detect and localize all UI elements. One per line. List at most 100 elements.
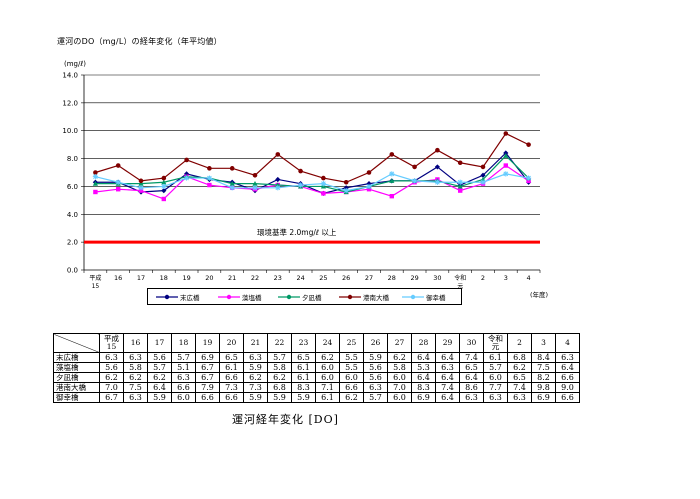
data-point — [229, 181, 235, 186]
table-cell: 8.6 — [459, 382, 484, 393]
table-cell: 7.5 — [123, 382, 148, 393]
legend-label: 港南大橋 — [363, 294, 389, 302]
y-tick-label: 12.0 — [62, 99, 78, 107]
data-point — [115, 163, 121, 168]
reference-label: 環境基準 2.0mg/ℓ 以上 — [257, 227, 337, 237]
data-point — [321, 175, 326, 181]
table-cell: 5.6 — [147, 352, 172, 363]
table-cell: 5.9 — [147, 392, 172, 403]
table-cell: 6.1 — [315, 392, 340, 403]
legend-label: 御幸橋 — [426, 294, 446, 302]
table-cell: 6.2 — [315, 352, 340, 363]
data-point — [321, 191, 326, 196]
table-cell: 6.7 — [195, 372, 220, 383]
x-tick-label: 19 — [182, 274, 190, 282]
chart-legend: 末広橋 藻塩橋 夕凪橋 港南大橋 御幸橋 — [147, 288, 462, 305]
legend-swatch — [156, 294, 178, 300]
table-cell: 6.7 — [99, 392, 124, 403]
table-column-header: 30 — [459, 333, 484, 353]
data-point — [434, 164, 440, 170]
table-cell: 7.3 — [243, 382, 268, 393]
table-column-header: 28 — [411, 333, 436, 353]
series-line — [95, 173, 529, 192]
table-column-header: 24 — [315, 333, 340, 353]
table-corner — [53, 333, 100, 353]
legend-item: 夕凪橋 — [278, 292, 322, 302]
table-cell: 6.3 — [507, 392, 532, 403]
table-cell: 9.0 — [555, 382, 580, 393]
data-point — [457, 183, 463, 189]
table-cell: 7.0 — [99, 382, 124, 393]
data-point — [138, 178, 144, 184]
data-point — [434, 179, 440, 185]
y-tick-label: 4.0 — [67, 211, 78, 219]
data-point — [503, 163, 508, 168]
x-tick-label: 23 — [274, 274, 282, 282]
table-cell: 5.3 — [411, 362, 436, 373]
y-axis-unit: (mg/ℓ) — [64, 60, 86, 68]
table-cell: 8.3 — [291, 382, 316, 393]
table-cell: 7.4 — [507, 382, 532, 393]
data-point — [320, 181, 326, 187]
data-point — [184, 157, 189, 163]
data-point — [252, 185, 258, 191]
table-cell: 6.3 — [123, 392, 148, 403]
x-axis-label: (年度) — [530, 290, 548, 299]
table-cell: 7.0 — [387, 382, 412, 393]
table-cell: 6.5 — [291, 352, 316, 363]
x-tick-label: 20 — [205, 274, 213, 282]
x-tick-label: 2 — [481, 274, 485, 282]
table-cell: 6.2 — [147, 372, 172, 383]
data-point — [229, 185, 235, 191]
table-caption: 運河経年変化 [DO] — [232, 413, 339, 426]
data-point — [412, 178, 418, 184]
data-point — [389, 178, 395, 183]
y-tick-label: 10.0 — [62, 127, 78, 135]
table-cell: 5.6 — [99, 362, 124, 373]
table-row-header: 末広橋 — [53, 352, 100, 363]
table-cell: 7.1 — [315, 382, 340, 393]
legend-item: 港南大橋 — [339, 292, 389, 302]
table-cell: 6.4 — [411, 372, 436, 383]
table-cell: 6.1 — [291, 372, 316, 383]
x-tick-label: 24 — [296, 274, 304, 282]
x-tick-label: 16 — [114, 274, 122, 282]
data-point — [366, 187, 372, 192]
chart-title: 運河のDO（mg/L）の経年変化（年平均値） — [57, 37, 222, 46]
table-cell: 6.3 — [555, 352, 580, 363]
table-cell: 6.3 — [171, 372, 196, 383]
table-row: 夕凪橋 6.2 6.2 6.2 6.3 6.7 6.6 6.2 6.2 6.1 6.0 6.0 5.6 6… — [53, 372, 580, 383]
table-cell: 6.9 — [531, 392, 556, 403]
data-point — [138, 188, 144, 193]
table-cell: 6.4 — [555, 362, 580, 373]
table-cell: 5.7 — [483, 362, 508, 373]
table-row: 末広橋 6.3 6.3 5.6 5.7 6.9 6.5 6.3 5.7 6.5 6.2 5.5 5.9 6… — [53, 352, 580, 363]
table-cell: 6.0 — [483, 372, 508, 383]
series-line — [95, 132, 529, 183]
table-cell: 6.4 — [411, 352, 436, 363]
data-point — [161, 196, 166, 202]
table-cell: 6.2 — [507, 362, 532, 373]
table-cell: 7.7 — [483, 382, 508, 393]
table-cell: 6.3 — [99, 352, 124, 363]
data-point — [161, 188, 167, 194]
data-point — [229, 166, 235, 171]
legend-item: 末広橋 — [156, 292, 200, 302]
table-cell: 6.3 — [243, 352, 268, 363]
table-cell: 5.9 — [363, 352, 388, 363]
data-point — [412, 164, 417, 170]
table-column-header: 19 — [195, 333, 220, 353]
x-tick-label: 4 — [527, 274, 531, 282]
table-cell: 6.6 — [339, 382, 364, 393]
legend-label: 藻塩橋 — [242, 294, 262, 302]
series-line — [95, 154, 530, 193]
data-point — [298, 182, 304, 188]
table-cell: 5.9 — [267, 392, 292, 403]
data-point — [389, 171, 395, 177]
data-point — [184, 175, 190, 181]
data-point — [503, 171, 509, 177]
table-row: 御幸橋 6.7 6.3 5.9 6.0 6.6 6.6 5.9 5.9 5.9 6.1 6.2 5.7 6… — [53, 392, 580, 403]
table-column-header: 23 — [291, 333, 316, 353]
table-column-header: 18 — [171, 333, 196, 353]
data-point — [275, 176, 281, 183]
